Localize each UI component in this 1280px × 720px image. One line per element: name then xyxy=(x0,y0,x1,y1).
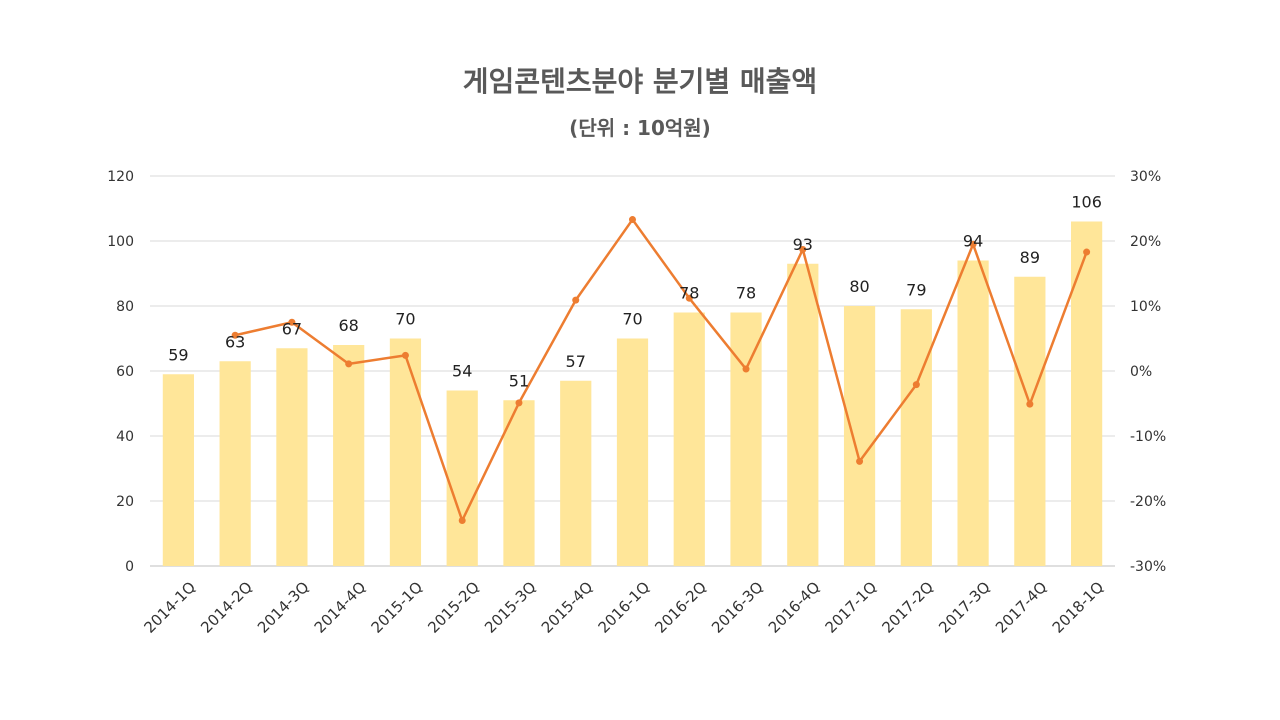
y-tick-label: 60 xyxy=(116,364,134,380)
x-tick-label: 2017-1Q xyxy=(822,578,881,637)
bar-data-label: 59 xyxy=(168,345,188,364)
line-point xyxy=(288,318,296,326)
bar xyxy=(503,400,535,566)
x-tick-label: 2017-4Q xyxy=(992,578,1051,637)
line-point xyxy=(401,351,409,359)
bar-data-label: 78 xyxy=(679,284,699,303)
line-point xyxy=(912,381,920,389)
bar xyxy=(446,390,478,566)
bar xyxy=(616,338,649,566)
line-point xyxy=(572,296,580,304)
bar-data-label: 78 xyxy=(736,284,756,303)
y-tick-label: 120 xyxy=(107,169,134,185)
bar-data-label: 68 xyxy=(338,316,358,335)
line-point xyxy=(856,457,864,465)
y-tick-label: 0 xyxy=(125,559,134,575)
line-point xyxy=(231,331,239,339)
x-tick-label: 2014-4Q xyxy=(311,578,370,637)
x-tick-label: 2015-1Q xyxy=(368,578,427,637)
y-tick-label: 20 xyxy=(116,494,134,510)
x-tick-label: 2016-3Q xyxy=(708,578,767,637)
bar xyxy=(957,260,989,566)
y-tick-label: 80 xyxy=(116,299,134,315)
bar xyxy=(787,263,819,566)
bar xyxy=(162,374,194,566)
bar-data-label: 70 xyxy=(395,310,415,329)
x-tick-label: 2014-2Q xyxy=(197,578,256,637)
bar-data-label: 106 xyxy=(1071,193,1102,212)
growth-rate-line xyxy=(234,218,1088,522)
line-point xyxy=(629,216,636,224)
y2-tick-label: 0% xyxy=(1130,364,1152,380)
bar xyxy=(389,338,422,566)
x-tick-label: 2016-2Q xyxy=(651,578,710,637)
x-tick-label: 2014-1Q xyxy=(140,578,199,637)
line-point xyxy=(1083,248,1091,256)
line-point xyxy=(742,365,750,373)
x-tick-label: 2014-3Q xyxy=(254,578,313,637)
x-tick-label: 2015-4Q xyxy=(538,578,597,637)
bar-data-label: 57 xyxy=(566,352,586,371)
bar-data-label: 70 xyxy=(622,310,642,329)
bar-data-label: 94 xyxy=(963,232,983,251)
bar xyxy=(219,361,251,566)
y2-tick-label: -10% xyxy=(1130,429,1166,445)
line-point xyxy=(345,360,353,368)
y-tick-label: 100 xyxy=(107,234,134,250)
bar-data-label: 67 xyxy=(282,319,302,338)
y2-tick-label: 30% xyxy=(1130,169,1161,185)
x-tick-label: 2015-3Q xyxy=(481,578,540,637)
y2-tick-label: 10% xyxy=(1130,299,1161,315)
bar xyxy=(730,312,762,566)
x-tick-label: 2016-1Q xyxy=(595,578,654,637)
x-tick-label: 2015-2Q xyxy=(424,578,483,637)
bar-data-label: 93 xyxy=(793,235,813,254)
bar-data-label: 80 xyxy=(849,277,869,296)
bar-data-label: 63 xyxy=(225,332,245,351)
line-point xyxy=(1026,400,1034,408)
x-tick-label: 2016-4Q xyxy=(765,578,824,637)
bar xyxy=(333,345,365,566)
bar xyxy=(276,348,308,566)
line-point xyxy=(685,294,693,302)
bar xyxy=(673,312,705,566)
chart-title: 게임콘텐츠분야 분기별 매출액 xyxy=(462,65,818,98)
bar-data-label: 54 xyxy=(452,362,472,381)
line-point xyxy=(969,240,977,248)
x-tick-label: 2017-3Q xyxy=(935,578,994,637)
y2-tick-label: 20% xyxy=(1130,234,1161,250)
y2-tick-label: -20% xyxy=(1130,494,1166,510)
bar xyxy=(560,380,592,566)
bar xyxy=(900,309,932,566)
line-point xyxy=(458,517,466,524)
y2-tick-label: -30% xyxy=(1130,559,1166,575)
bar-data-label: 79 xyxy=(906,280,926,299)
bar xyxy=(843,306,876,566)
x-tick-label: 2018-1Q xyxy=(1049,578,1108,637)
chart-subtitle: (단위 : 10억원) xyxy=(569,116,711,140)
y-tick-label: 40 xyxy=(116,429,134,445)
bar-data-label: 89 xyxy=(1020,248,1040,267)
x-tick-label: 2017-2Q xyxy=(878,578,937,637)
line-point xyxy=(515,399,523,407)
line-point xyxy=(799,245,807,253)
bar xyxy=(1014,276,1046,566)
bar-data-label: 51 xyxy=(509,371,529,390)
bar xyxy=(1071,221,1103,566)
